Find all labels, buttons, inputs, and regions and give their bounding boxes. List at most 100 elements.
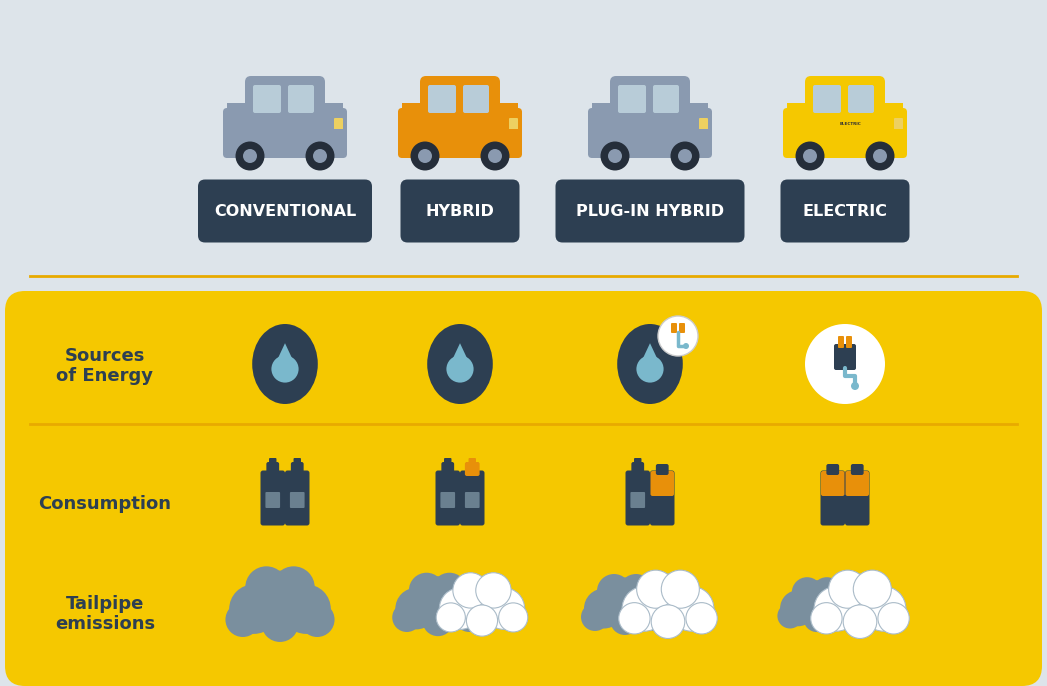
Circle shape xyxy=(831,574,889,632)
Circle shape xyxy=(866,141,894,171)
Circle shape xyxy=(282,584,331,634)
Circle shape xyxy=(601,141,629,171)
Text: ELECTRIC: ELECTRIC xyxy=(802,204,888,219)
Circle shape xyxy=(581,603,609,631)
Circle shape xyxy=(396,588,437,629)
Circle shape xyxy=(271,355,298,383)
Circle shape xyxy=(453,573,488,608)
Ellipse shape xyxy=(252,324,318,404)
Text: ELECTRIC: ELECTRIC xyxy=(839,122,861,126)
Polygon shape xyxy=(451,343,469,362)
Circle shape xyxy=(584,589,624,628)
Circle shape xyxy=(619,602,650,634)
Circle shape xyxy=(637,570,674,608)
FancyBboxPatch shape xyxy=(618,85,646,113)
Circle shape xyxy=(225,602,260,637)
FancyBboxPatch shape xyxy=(245,76,325,120)
Circle shape xyxy=(229,584,279,634)
FancyBboxPatch shape xyxy=(428,85,456,113)
Text: Tailpipe
emissions: Tailpipe emissions xyxy=(54,595,155,633)
Circle shape xyxy=(803,605,830,632)
Circle shape xyxy=(637,570,674,608)
Circle shape xyxy=(815,587,859,631)
FancyBboxPatch shape xyxy=(653,85,680,113)
Ellipse shape xyxy=(617,324,683,404)
Circle shape xyxy=(245,567,288,608)
Text: PLUG-IN HYBRID: PLUG-IN HYBRID xyxy=(576,204,725,219)
Circle shape xyxy=(483,588,525,629)
FancyBboxPatch shape xyxy=(783,108,907,158)
Circle shape xyxy=(803,149,817,163)
Circle shape xyxy=(878,602,909,634)
Circle shape xyxy=(455,576,509,630)
FancyBboxPatch shape xyxy=(892,129,904,145)
FancyBboxPatch shape xyxy=(848,85,874,113)
Circle shape xyxy=(440,588,481,629)
FancyBboxPatch shape xyxy=(634,458,642,466)
Circle shape xyxy=(272,567,315,608)
FancyBboxPatch shape xyxy=(441,492,455,508)
FancyBboxPatch shape xyxy=(269,458,276,466)
Circle shape xyxy=(610,605,640,635)
Circle shape xyxy=(805,324,885,404)
FancyBboxPatch shape xyxy=(465,462,480,476)
Circle shape xyxy=(622,587,667,631)
Circle shape xyxy=(481,141,510,171)
Circle shape xyxy=(243,149,257,163)
FancyBboxPatch shape xyxy=(838,336,844,348)
Circle shape xyxy=(599,578,651,630)
Circle shape xyxy=(619,602,650,634)
Circle shape xyxy=(831,574,889,632)
Circle shape xyxy=(828,570,867,608)
FancyBboxPatch shape xyxy=(625,471,650,525)
Circle shape xyxy=(410,141,440,171)
Circle shape xyxy=(313,149,327,163)
Circle shape xyxy=(861,587,906,631)
FancyBboxPatch shape xyxy=(894,118,903,132)
Circle shape xyxy=(409,573,444,608)
FancyBboxPatch shape xyxy=(465,492,480,508)
FancyBboxPatch shape xyxy=(227,103,343,121)
FancyBboxPatch shape xyxy=(851,464,864,475)
FancyBboxPatch shape xyxy=(610,76,690,120)
Circle shape xyxy=(815,587,859,631)
FancyBboxPatch shape xyxy=(398,108,522,158)
FancyBboxPatch shape xyxy=(650,471,674,525)
FancyBboxPatch shape xyxy=(680,323,685,333)
Circle shape xyxy=(622,587,667,631)
Circle shape xyxy=(853,570,891,608)
FancyBboxPatch shape xyxy=(402,103,518,121)
Circle shape xyxy=(853,570,891,608)
FancyBboxPatch shape xyxy=(290,492,305,508)
Circle shape xyxy=(299,602,335,637)
FancyBboxPatch shape xyxy=(509,118,518,132)
FancyBboxPatch shape xyxy=(655,464,669,475)
Circle shape xyxy=(439,588,481,629)
Circle shape xyxy=(873,149,887,163)
FancyBboxPatch shape xyxy=(288,85,314,113)
FancyBboxPatch shape xyxy=(834,344,856,370)
Circle shape xyxy=(431,573,467,608)
FancyBboxPatch shape xyxy=(671,323,677,333)
Circle shape xyxy=(440,588,481,629)
FancyBboxPatch shape xyxy=(401,180,519,242)
Circle shape xyxy=(669,587,714,631)
Ellipse shape xyxy=(427,324,493,404)
FancyBboxPatch shape xyxy=(460,471,485,525)
Circle shape xyxy=(678,149,692,163)
FancyBboxPatch shape xyxy=(507,129,519,145)
FancyBboxPatch shape xyxy=(650,471,674,496)
FancyBboxPatch shape xyxy=(444,458,451,466)
Circle shape xyxy=(861,587,906,631)
FancyBboxPatch shape xyxy=(463,85,489,113)
Circle shape xyxy=(669,587,714,631)
Circle shape xyxy=(662,570,699,608)
Polygon shape xyxy=(641,343,659,362)
FancyBboxPatch shape xyxy=(588,108,712,158)
Circle shape xyxy=(641,603,669,631)
FancyBboxPatch shape xyxy=(699,118,708,132)
Circle shape xyxy=(818,590,854,626)
FancyBboxPatch shape xyxy=(468,458,476,466)
FancyBboxPatch shape xyxy=(253,85,281,113)
FancyBboxPatch shape xyxy=(787,103,903,121)
